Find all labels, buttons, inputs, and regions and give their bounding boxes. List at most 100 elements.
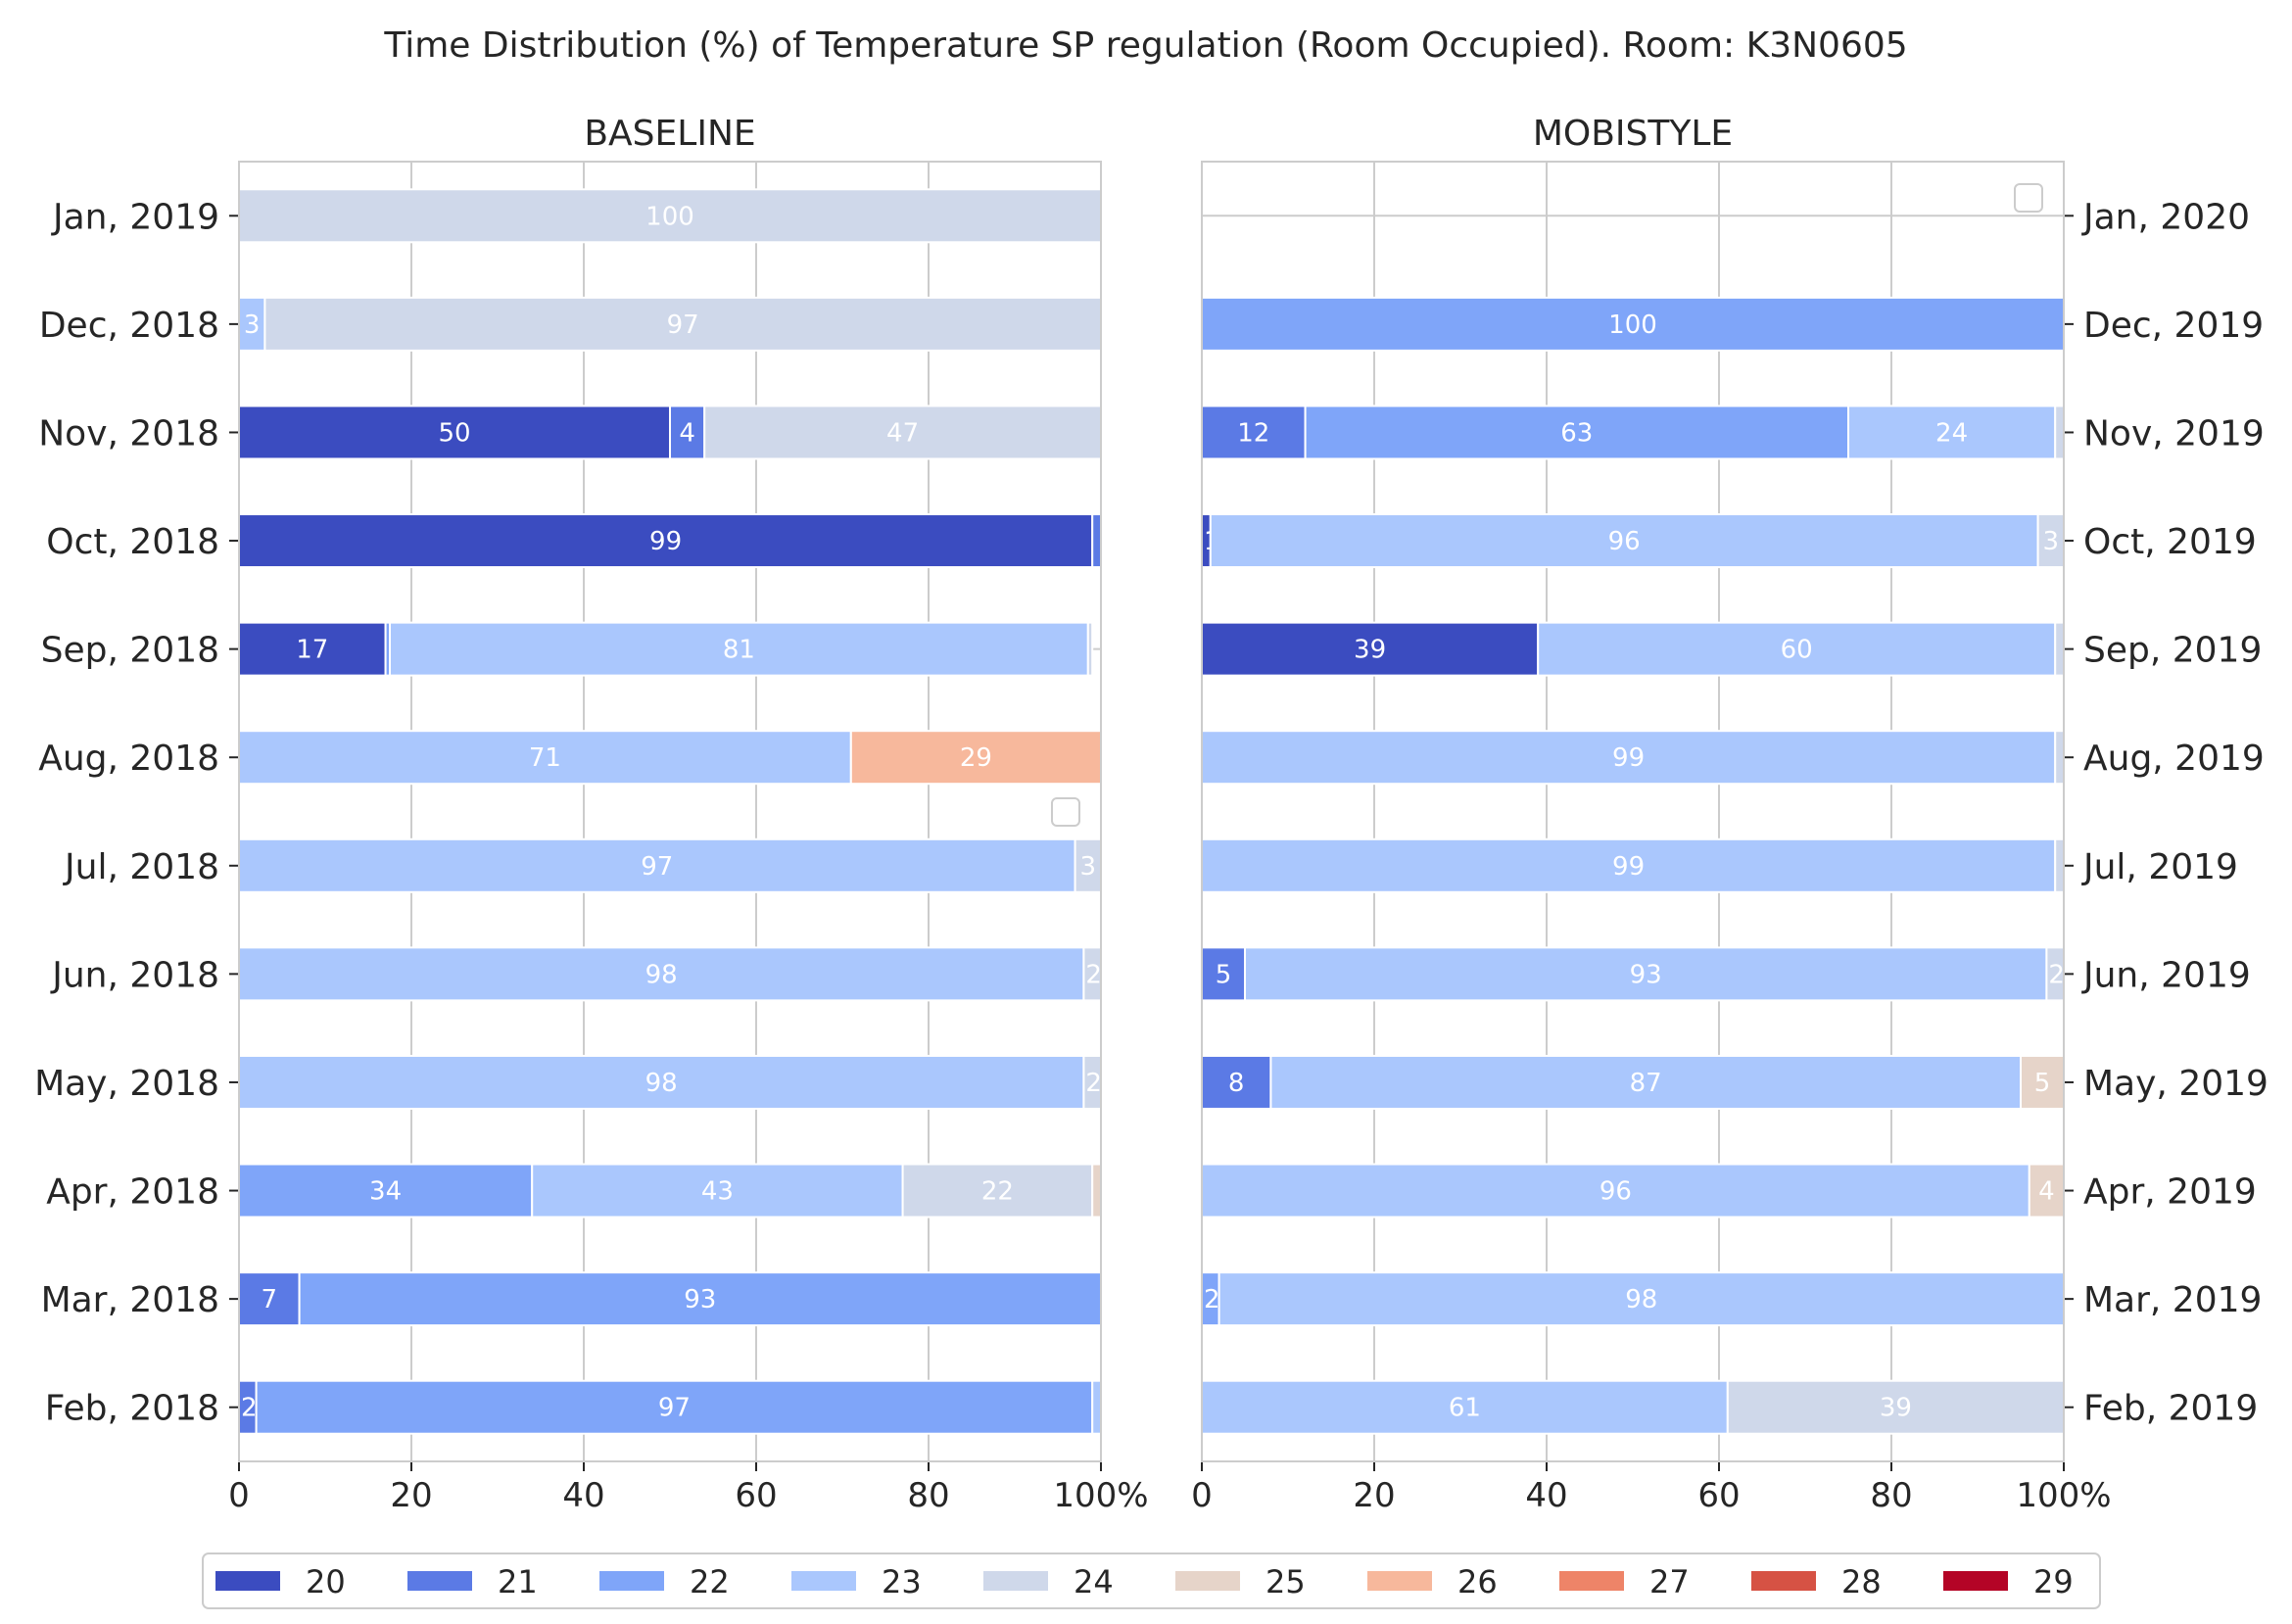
bar-segment — [1244, 946, 2048, 1002]
bar-segment — [2054, 730, 2065, 786]
data-label: 93 — [684, 1285, 716, 1314]
y-tick-label: Feb, 2018 — [45, 1389, 219, 1429]
bar-segment — [298, 1271, 1103, 1327]
y-tick-label: Dec, 2018 — [39, 306, 219, 346]
data-label: 100 — [645, 202, 694, 231]
x-tick-label: 0 — [1191, 1476, 1213, 1515]
chart-title: Time Distribution (%) of Temperature SP … — [383, 25, 1907, 66]
legend-label: 23 — [882, 1563, 922, 1600]
bar-segment — [238, 621, 387, 677]
x-tick-label: 0 — [228, 1476, 250, 1515]
bar-segment — [1726, 1379, 2066, 1435]
data-label: 2 — [1085, 960, 1102, 989]
legend-label: 26 — [1457, 1563, 1498, 1600]
bar-segment — [1201, 1379, 1729, 1435]
bar-segment — [703, 405, 1102, 460]
data-label: 71 — [529, 743, 561, 773]
bar-segment — [263, 296, 1102, 352]
bar-segment — [1201, 946, 1246, 1002]
data-label: 34 — [369, 1177, 402, 1207]
bar-segment — [2054, 837, 2065, 893]
x-tick-label: 80 — [1870, 1476, 1912, 1515]
bar-segment — [389, 621, 1089, 677]
y-tick-label: Apr, 2019 — [2083, 1172, 2257, 1213]
data-label: 97 — [641, 852, 673, 882]
empty-legend-box — [1051, 797, 1080, 827]
bar-segment — [1201, 405, 1307, 460]
legend-swatch — [599, 1571, 664, 1591]
plot-frame — [238, 161, 1102, 1462]
legend-box — [202, 1552, 2101, 1609]
bar-segment — [2054, 405, 2065, 460]
data-label: 63 — [1560, 418, 1593, 448]
bar-segment — [1304, 405, 1849, 460]
data-label: 98 — [645, 960, 678, 989]
data-label: 61 — [1449, 1394, 1481, 1423]
data-label: 3 — [1080, 852, 1097, 882]
bar-segment — [238, 1163, 534, 1218]
data-label: 5 — [1216, 960, 1232, 989]
bar-segment — [1218, 1271, 2065, 1327]
data-label: 100 — [1608, 310, 1657, 340]
data-label: 96 — [1600, 1177, 1632, 1207]
bar-segment — [238, 188, 1102, 244]
y-tick-label: Dec, 2019 — [2083, 306, 2264, 346]
x-tick-label: 80 — [907, 1476, 949, 1515]
data-label: 2 — [1085, 1069, 1102, 1098]
data-label: 2 — [241, 1394, 258, 1423]
data-label: 98 — [1625, 1285, 1657, 1314]
legend-label: 20 — [306, 1563, 346, 1600]
data-label: 96 — [1608, 527, 1641, 556]
bar-segment — [238, 946, 1085, 1002]
bar-segment — [1086, 621, 1094, 677]
legend-swatch — [1943, 1571, 2008, 1591]
data-label: 43 — [701, 1177, 734, 1207]
y-tick-label: Nov, 2018 — [38, 413, 219, 454]
legend-swatch — [791, 1571, 856, 1591]
data-label: 2 — [1204, 1285, 1220, 1314]
legend-label: 29 — [2033, 1563, 2074, 1600]
x-tick-label: 20 — [1353, 1476, 1395, 1515]
data-label: 29 — [960, 743, 992, 773]
data-label: 93 — [1630, 960, 1662, 989]
bar-segment — [1091, 1379, 1102, 1435]
x-tick-label: 60 — [1697, 1476, 1740, 1515]
bar-segment — [2054, 621, 2065, 677]
data-label: 39 — [1354, 636, 1386, 665]
y-tick-label: Jul, 2018 — [63, 847, 219, 887]
y-tick-label: Aug, 2019 — [2083, 739, 2265, 779]
bar-segment — [1209, 513, 2039, 569]
x-tick-label: 40 — [1525, 1476, 1567, 1515]
x-tick-label: 60 — [735, 1476, 777, 1515]
data-label: 2 — [2048, 960, 2065, 989]
bar-segment — [238, 837, 1076, 893]
y-tick-label: Oct, 2019 — [2083, 522, 2257, 562]
y-tick-label: May, 2019 — [2083, 1064, 2268, 1104]
bar-segment — [1201, 1163, 2030, 1218]
data-label: 39 — [1880, 1394, 1912, 1423]
plot-frame — [1201, 161, 2065, 1462]
data-label: 98 — [645, 1069, 678, 1098]
y-tick-label: Sep, 2018 — [41, 631, 219, 671]
data-label: 24 — [1935, 418, 1968, 448]
data-label: 12 — [1237, 418, 1269, 448]
data-label: 5 — [2034, 1069, 2051, 1098]
y-tick-label: Jun, 2018 — [50, 955, 219, 995]
panel-subtitle: BASELINE — [584, 114, 755, 154]
bar-segment — [1201, 730, 2057, 786]
y-tick-label: Aug, 2018 — [38, 739, 219, 779]
y-tick-label: Jan, 2019 — [51, 197, 219, 237]
legend-swatch — [215, 1571, 280, 1591]
legend-label: 25 — [1265, 1563, 1306, 1600]
data-label: 7 — [262, 1285, 278, 1314]
data-label: 4 — [2038, 1177, 2055, 1207]
data-label: 8 — [1228, 1069, 1245, 1098]
legend-swatch — [1751, 1571, 1816, 1591]
data-label: 81 — [723, 636, 755, 665]
bar-segment — [1269, 1054, 2022, 1110]
bar-segment — [2020, 1054, 2065, 1110]
legend-swatch — [407, 1571, 472, 1591]
legend-label: 21 — [498, 1563, 538, 1600]
data-label: 60 — [1781, 636, 1813, 665]
